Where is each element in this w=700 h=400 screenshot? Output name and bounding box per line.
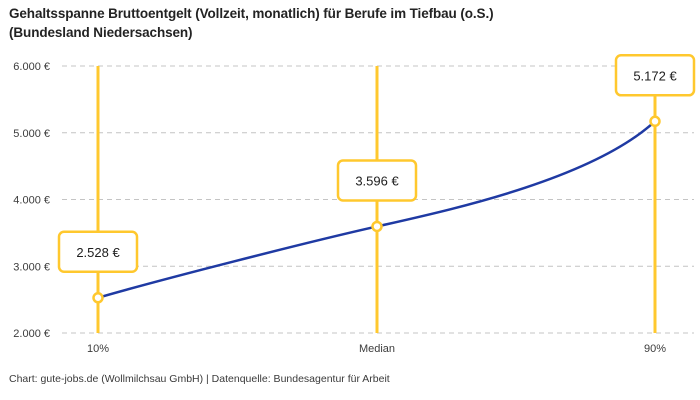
value-label-10: 2.528 € — [76, 245, 120, 260]
chart-title: Gehaltsspanne Bruttoentgelt (Vollzeit, m… — [9, 4, 649, 42]
value-label-90: 5.172 € — [633, 68, 677, 83]
value-label-box-median — [336, 159, 418, 202]
data-point-90 — [649, 115, 661, 128]
value-label-box-90 — [614, 54, 696, 97]
x-tick-label-median: Median — [359, 343, 395, 355]
value-label-median: 3.596 € — [355, 173, 399, 188]
y-tick-label-5000: 5.000 € — [13, 128, 50, 140]
y-tick-label-2000: 2.000 € — [13, 328, 50, 340]
value-label-box-10 — [57, 230, 139, 274]
y-tick-label-4000: 4.000 € — [13, 195, 50, 207]
x-tick-label-10: 10% — [87, 343, 109, 355]
chart-credit: Chart: gute-jobs.de (Wollmilchsau GmbH) … — [9, 373, 390, 385]
chart-title-line-1: Gehaltsspanne Bruttoentgelt (Vollzeit, m… — [9, 6, 494, 21]
y-tick-label-6000: 6.000 € — [13, 61, 50, 73]
x-tick-label-90: 90% — [644, 343, 666, 355]
data-point-median — [371, 220, 383, 233]
data-point-10 — [92, 292, 104, 304]
chart-title-line-2: (Bundesland Niedersachsen) — [9, 25, 193, 40]
y-tick-label-3000: 3.000 € — [13, 261, 50, 273]
